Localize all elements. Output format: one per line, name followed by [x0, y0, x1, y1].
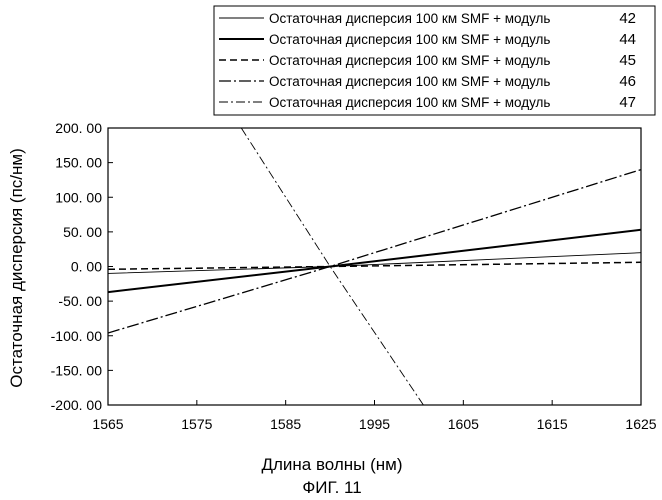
legend-ref-47: 47 — [619, 94, 636, 111]
x-tick-label: 1995 — [359, 416, 390, 432]
y-axis-title: Остаточная дисперсия (пс/нм) — [7, 148, 26, 388]
x-tick-label: 1605 — [448, 416, 479, 432]
x-axis-title: Длина волны (нм) — [261, 455, 402, 474]
y-tick-label: -50. 00 — [58, 293, 102, 309]
legend: Остаточная дисперсия 100 км SMF + модуль… — [214, 6, 655, 115]
y-tick-label: 50. 00 — [63, 224, 102, 240]
y-tick-label: 200. 00 — [55, 120, 102, 136]
y-tick-label: 0. 00 — [71, 259, 102, 275]
y-tick-label: 100. 00 — [55, 189, 102, 205]
x-tick-label: 1625 — [625, 416, 656, 432]
y-tick-label: -100. 00 — [51, 328, 103, 344]
legend-label-46: Остаточная дисперсия 100 км SMF + модуль — [269, 74, 550, 89]
series-line-46 — [108, 170, 641, 333]
legend-label-42: Остаточная дисперсия 100 км SMF + модуль — [269, 11, 550, 26]
y-tick-label: -150. 00 — [51, 362, 103, 378]
legend-ref-45: 45 — [619, 52, 636, 69]
x-tick-label: 1585 — [270, 416, 301, 432]
legend-label-44: Остаточная дисперсия 100 км SMF + модуль — [269, 32, 550, 47]
y-tick-label: 150. 00 — [55, 155, 102, 171]
x-tick-label: 1575 — [181, 416, 212, 432]
x-tick-label: 1615 — [537, 416, 568, 432]
series-line-45 — [108, 262, 641, 269]
y-axis-ticks: 200. 00 150. 00 100. 00 50. 00 0. 00 -50. 00 -… — [51, 120, 113, 413]
legend-label-45: Остаточная дисперсия 100 км SMF + модуль — [269, 53, 550, 68]
legend-label-47: Остаточная дисперсия 100 км SMF + модуль — [269, 95, 550, 110]
y-tick-label: -200. 00 — [51, 397, 103, 413]
figure-caption: ФИГ. 11 — [302, 478, 361, 497]
x-tick-label: 1565 — [92, 416, 123, 432]
legend-ref-44: 44 — [619, 31, 636, 48]
series-line-44 — [108, 230, 641, 292]
legend-ref-42: 42 — [619, 10, 636, 27]
legend-ref-46: 46 — [619, 73, 636, 90]
series-lines — [108, 128, 641, 405]
